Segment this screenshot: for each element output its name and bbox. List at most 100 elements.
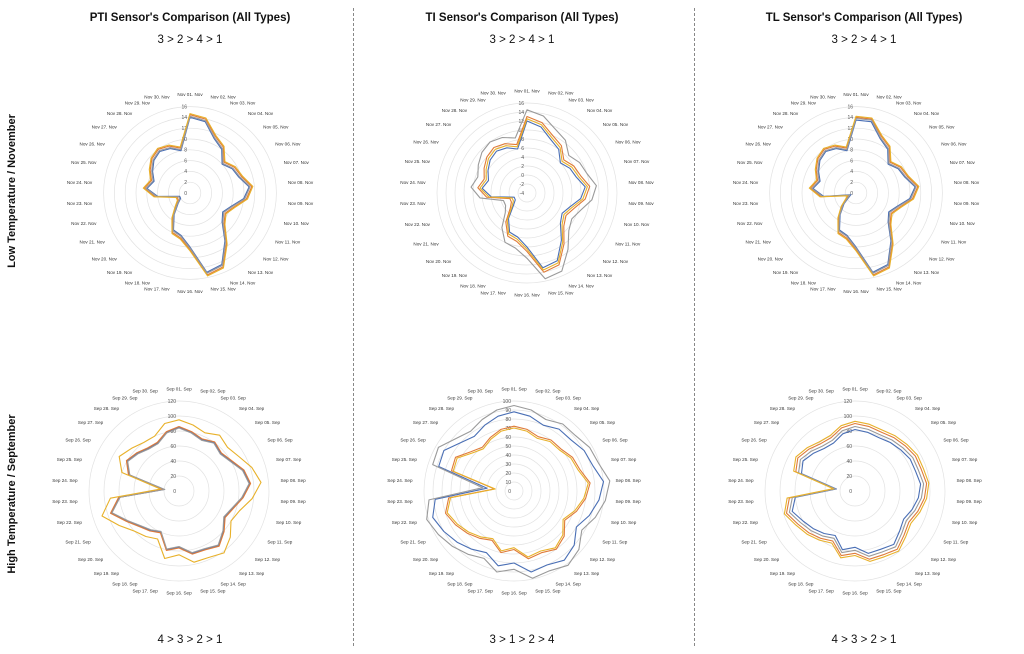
tick-label: 14 xyxy=(181,115,187,121)
category-label: Sep 17. Sep xyxy=(132,588,158,593)
grid-ring xyxy=(178,181,202,205)
grid-ring xyxy=(823,160,889,226)
grid-ring xyxy=(499,165,555,221)
tick-label: 12 xyxy=(518,119,524,125)
category-label: Sep 24. Sep xyxy=(728,478,754,483)
category-label: Sep 01. Sep xyxy=(166,387,192,392)
tick-label: 20 xyxy=(846,474,852,480)
category-label: Nov 17. Nov xyxy=(810,287,836,292)
tick-label: 16 xyxy=(181,104,187,110)
ti-rank-top: 3 > 2 > 4 > 1 xyxy=(489,34,555,46)
category-label: Nov 13. Nov xyxy=(914,270,940,275)
category-label: Sep 26. Sep xyxy=(741,438,767,443)
category-label: Nov 15. Nov xyxy=(548,290,574,295)
category-label: Nov 24. Nov xyxy=(733,180,759,185)
ti-title: TI Sensor's Comparison (All Types) xyxy=(425,12,619,24)
category-label: Nov 19. Nov xyxy=(773,270,799,275)
tick-label: 4 xyxy=(521,155,524,161)
grid-ring xyxy=(432,409,596,573)
tick-label: 0 xyxy=(508,489,511,495)
category-label: Nov 03. Nov xyxy=(230,101,256,106)
category-label: Nov 19. Nov xyxy=(107,270,133,275)
grid-ring xyxy=(423,400,605,582)
category-label: Nov 24. Nov xyxy=(67,180,93,185)
series-line-1 xyxy=(812,119,916,273)
category-label: Nov 29. Nov xyxy=(125,101,151,106)
category-label: Nov 29. Nov xyxy=(460,97,486,102)
tick-label: 8 xyxy=(850,148,853,154)
category-label: Nov 02. Nov xyxy=(548,91,574,96)
grid-ring xyxy=(436,102,618,284)
category-label: Sep 23. Sep xyxy=(52,499,78,504)
category-label: Sep 06. Sep xyxy=(943,438,969,443)
category-label: Nov 05. Nov xyxy=(603,122,629,127)
category-label: Nov 23. Nov xyxy=(733,201,759,206)
category-label: Sep 02. Sep xyxy=(535,389,561,394)
grid-ring xyxy=(463,129,591,257)
category-label: Sep 15. Sep xyxy=(535,588,561,593)
category-label: Nov 28. Nov xyxy=(107,111,133,116)
category-label: Nov 01. Nov xyxy=(514,89,540,94)
category-label: Nov 10. Nov xyxy=(284,221,310,226)
tick-label: 4 xyxy=(184,169,187,175)
category-label: Sep 29. Sep xyxy=(447,395,473,400)
category-label: Sep 19. Sep xyxy=(429,571,455,576)
series-line-3 xyxy=(426,404,611,579)
pti-rank-top: 3 > 2 > 4 > 1 xyxy=(157,34,223,46)
series-line-4 xyxy=(479,118,588,271)
category-label: Sep 08. Sep xyxy=(280,478,306,483)
category-label: Sep 03. Sep xyxy=(896,395,922,400)
category-label: Nov 11. Nov xyxy=(941,240,967,245)
grid-ring xyxy=(157,160,223,226)
category-label: Nov 01. Nov xyxy=(843,92,869,97)
category-label: Nov 10. Nov xyxy=(950,221,976,226)
category-label: Nov 08. Nov xyxy=(288,180,314,185)
grid-ring xyxy=(517,183,537,203)
tick-label: 8 xyxy=(184,148,187,154)
series-line-2 xyxy=(809,116,919,276)
category-label: Nov 09. Nov xyxy=(954,201,980,206)
category-label: Sep 14. Sep xyxy=(220,582,246,587)
tick-label: 4 xyxy=(850,169,853,175)
category-label: Nov 27. Nov xyxy=(92,125,118,130)
category-label: Sep 15. Sep xyxy=(876,588,902,593)
category-label: Nov 26. Nov xyxy=(413,140,439,145)
category-label: Sep 08. Sep xyxy=(956,478,982,483)
category-label: Sep 29. Sep xyxy=(112,395,138,400)
tick-label: 60 xyxy=(170,444,176,450)
tick-label: 100 xyxy=(503,399,512,405)
series-line-4 xyxy=(783,420,930,562)
category-label: Sep 07. Sep xyxy=(611,457,637,462)
category-label: Sep 03. Sep xyxy=(555,395,581,400)
category-label: Nov 27. Nov xyxy=(758,125,784,130)
grid-ring xyxy=(445,111,609,275)
category-label: Nov 28. Nov xyxy=(773,111,799,116)
category-label: Sep 07. Sep xyxy=(276,457,302,462)
tick-label: 14 xyxy=(847,115,853,121)
category-label: Nov 12. Nov xyxy=(263,256,289,261)
category-label: Sep 18. Sep xyxy=(788,582,814,587)
column-divider-2 xyxy=(694,8,695,646)
category-label: Sep 05. Sep xyxy=(255,420,281,425)
category-label: Nov 04. Nov xyxy=(587,108,613,113)
category-label: Sep 25. Sep xyxy=(392,457,418,462)
category-label: Nov 09. Nov xyxy=(628,201,654,206)
grid-ring xyxy=(812,149,900,237)
category-label: Nov 22. Nov xyxy=(71,221,97,226)
category-label: Sep 12. Sep xyxy=(590,557,616,562)
category-label: Sep 09. Sep xyxy=(615,499,641,504)
category-label: Nov 13. Nov xyxy=(587,273,613,278)
category-label: Nov 06. Nov xyxy=(275,141,301,146)
tick-label: 100 xyxy=(844,414,853,420)
category-label: Sep 17. Sep xyxy=(467,588,493,593)
category-label: Nov 28. Nov xyxy=(442,108,468,113)
category-label: Sep 19. Sep xyxy=(94,571,120,576)
tick-label: 20 xyxy=(170,474,176,480)
category-label: Nov 30. Nov xyxy=(481,91,507,96)
series-line-2 xyxy=(785,422,928,560)
category-label: Nov 07. Nov xyxy=(950,160,976,165)
category-label: Nov 22. Nov xyxy=(737,221,763,226)
tick-label: 80 xyxy=(170,429,176,435)
